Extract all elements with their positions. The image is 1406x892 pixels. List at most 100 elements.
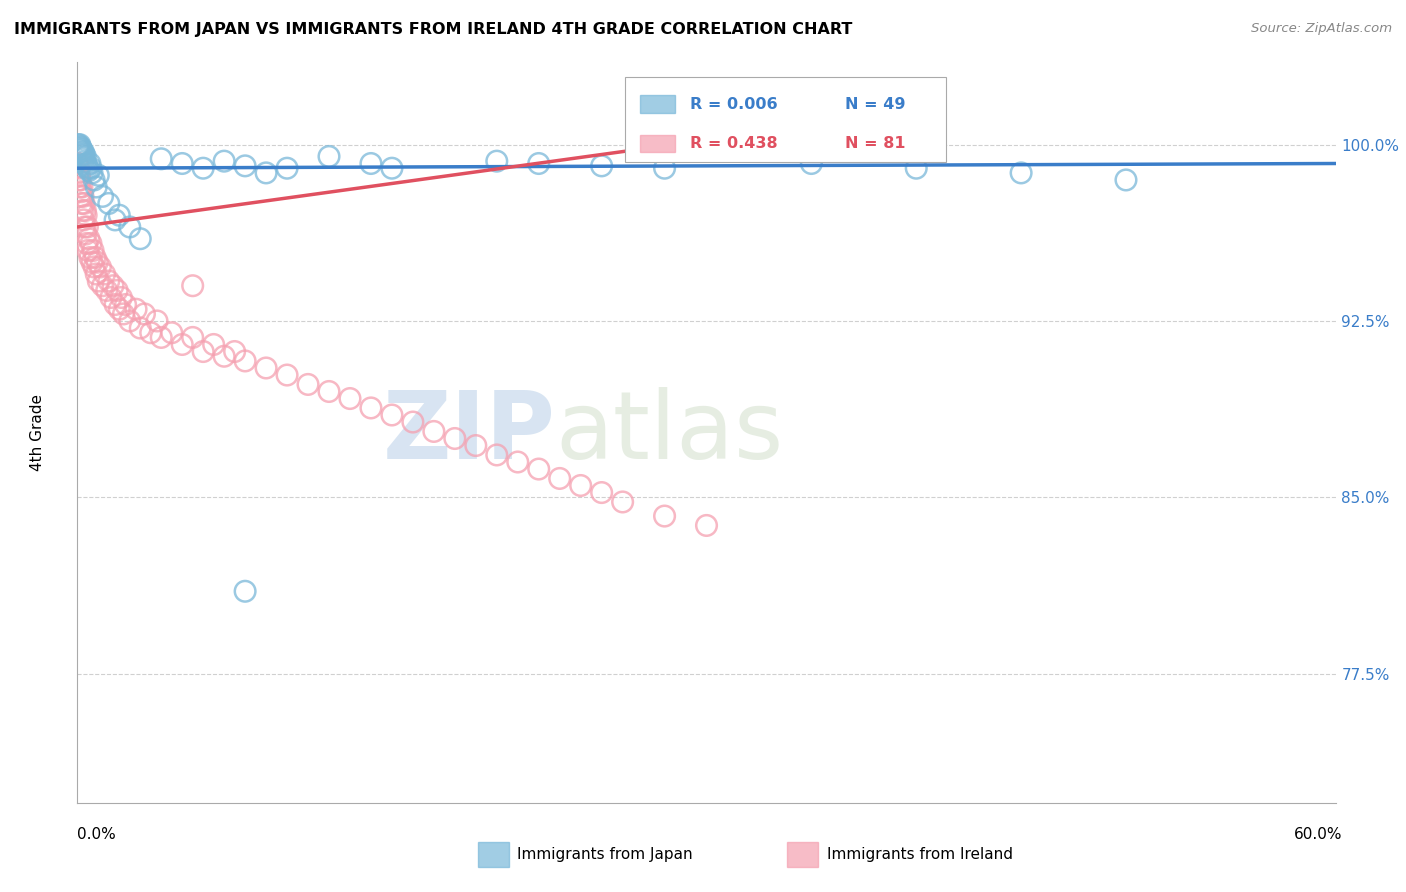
Point <box>80 161 103 176</box>
Point <box>105 284 128 298</box>
FancyBboxPatch shape <box>640 135 675 153</box>
Point <box>160 326 183 340</box>
Point <box>360 401 382 415</box>
Point <box>87 168 110 182</box>
Point <box>118 219 141 234</box>
Point <box>464 438 486 452</box>
Point <box>70 142 93 156</box>
Point <box>104 297 127 311</box>
Point <box>89 260 111 274</box>
Point <box>69 180 91 194</box>
Point <box>84 251 107 265</box>
Point <box>527 462 550 476</box>
Point <box>73 196 96 211</box>
Point <box>67 137 90 152</box>
Point <box>254 361 277 376</box>
Point <box>134 307 156 321</box>
Point <box>339 392 361 406</box>
Point <box>129 321 152 335</box>
Point <box>76 236 98 251</box>
Point <box>1010 166 1032 180</box>
Text: Immigrants from Japan: Immigrants from Japan <box>517 847 693 862</box>
Point <box>75 156 97 170</box>
Text: R = 0.006: R = 0.006 <box>690 97 778 112</box>
Point <box>77 163 100 178</box>
Point <box>76 244 98 258</box>
Point <box>108 302 131 317</box>
Point <box>139 326 162 340</box>
Point <box>67 161 90 176</box>
Point <box>360 156 382 170</box>
Text: atlas: atlas <box>555 386 783 479</box>
Point <box>69 189 91 203</box>
Point <box>172 156 194 170</box>
Point <box>72 189 94 203</box>
Point <box>83 260 105 274</box>
Text: 60.0%: 60.0% <box>1295 827 1343 841</box>
Point <box>82 244 104 258</box>
Point <box>150 330 173 344</box>
Point <box>72 213 94 227</box>
Point <box>70 196 93 211</box>
Point <box>276 161 298 176</box>
Point <box>97 196 120 211</box>
Point <box>506 455 529 469</box>
Point <box>76 159 98 173</box>
Point <box>100 290 122 304</box>
Point <box>87 274 110 288</box>
Point <box>224 344 246 359</box>
Point <box>67 140 90 154</box>
Point <box>191 344 215 359</box>
Point <box>569 478 592 492</box>
Point <box>402 415 425 429</box>
Point <box>696 518 718 533</box>
Point <box>110 290 132 304</box>
Point <box>172 337 194 351</box>
Point <box>125 302 148 317</box>
Point <box>79 156 101 170</box>
Point <box>233 354 256 368</box>
Point <box>112 307 135 321</box>
Point <box>75 208 97 222</box>
Point <box>67 166 90 180</box>
Point <box>66 156 89 170</box>
Point <box>905 161 928 176</box>
Point <box>91 189 114 203</box>
Point <box>83 173 105 187</box>
Point <box>80 255 103 269</box>
Point <box>254 166 277 180</box>
Point <box>72 149 94 163</box>
Point <box>70 185 93 199</box>
Point <box>69 140 91 154</box>
Point <box>181 330 204 344</box>
Text: 0.0%: 0.0% <box>77 827 117 841</box>
Point <box>72 203 94 218</box>
Point <box>67 142 90 156</box>
Point <box>202 337 225 351</box>
Point <box>101 278 124 293</box>
Text: ZIP: ZIP <box>382 386 555 479</box>
Point <box>72 152 94 166</box>
Text: N = 49: N = 49 <box>845 97 905 112</box>
Point <box>150 152 173 166</box>
Point <box>91 278 114 293</box>
Point <box>381 408 404 422</box>
Point <box>591 159 613 173</box>
Point <box>69 137 91 152</box>
Point <box>191 161 215 176</box>
Point <box>800 156 823 170</box>
Point <box>146 314 169 328</box>
Point <box>527 156 550 170</box>
Point <box>297 377 319 392</box>
Point <box>485 154 508 169</box>
Point <box>70 180 93 194</box>
Point <box>654 161 676 176</box>
Point <box>79 251 101 265</box>
Point <box>381 161 404 176</box>
Point <box>318 384 340 399</box>
Text: R = 0.438: R = 0.438 <box>690 136 778 151</box>
Point <box>654 509 676 524</box>
Point <box>86 255 108 269</box>
Point <box>75 203 97 218</box>
FancyBboxPatch shape <box>624 78 946 162</box>
